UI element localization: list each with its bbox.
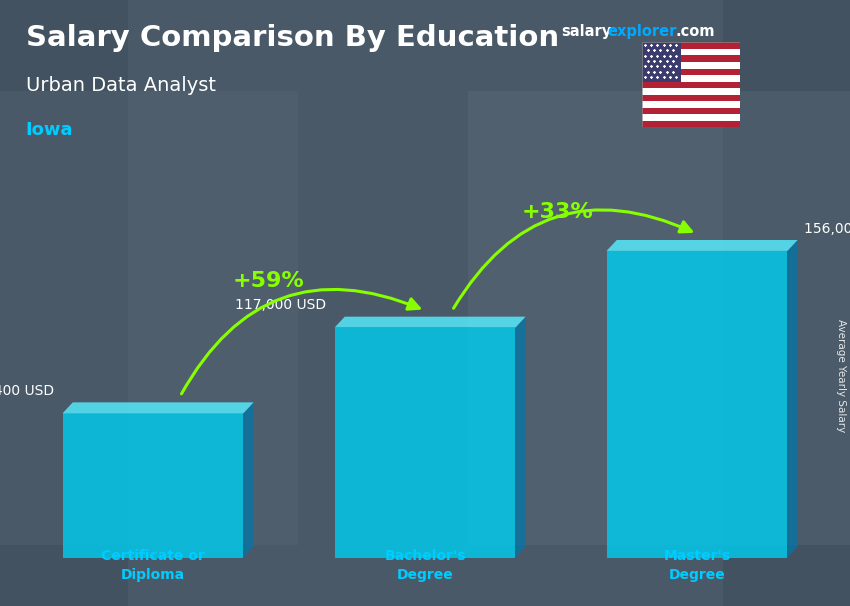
Bar bbox=[642, 101, 740, 108]
Bar bbox=[642, 49, 740, 56]
Polygon shape bbox=[243, 402, 253, 558]
Text: +33%: +33% bbox=[522, 202, 593, 222]
Text: Bachelor's
Degree: Bachelor's Degree bbox=[384, 550, 466, 582]
Text: +59%: +59% bbox=[233, 271, 304, 291]
Text: Master's
Degree: Master's Degree bbox=[664, 550, 730, 582]
Bar bbox=[642, 82, 740, 88]
Text: Iowa: Iowa bbox=[26, 121, 73, 139]
Polygon shape bbox=[787, 240, 797, 558]
Text: 156,000 USD: 156,000 USD bbox=[804, 222, 850, 236]
Text: Urban Data Analyst: Urban Data Analyst bbox=[26, 76, 216, 95]
Polygon shape bbox=[63, 402, 253, 413]
Bar bbox=[607, 251, 787, 558]
Text: 117,000 USD: 117,000 USD bbox=[235, 298, 326, 313]
Text: .com: .com bbox=[676, 24, 715, 39]
Bar bbox=[642, 42, 681, 82]
Polygon shape bbox=[607, 240, 797, 251]
Polygon shape bbox=[515, 317, 525, 558]
Bar bbox=[642, 62, 740, 68]
Polygon shape bbox=[335, 317, 525, 328]
Bar bbox=[642, 108, 740, 114]
Bar bbox=[642, 68, 740, 75]
Bar bbox=[335, 328, 515, 558]
Bar bbox=[642, 42, 740, 49]
Text: Certificate or
Diploma: Certificate or Diploma bbox=[101, 550, 205, 582]
Text: salary: salary bbox=[561, 24, 611, 39]
Bar bbox=[468, 91, 850, 545]
Bar bbox=[642, 56, 740, 62]
Text: 73,400 USD: 73,400 USD bbox=[0, 384, 54, 398]
Bar bbox=[642, 121, 740, 127]
Bar bbox=[642, 114, 740, 121]
Text: Average Yearly Salary: Average Yearly Salary bbox=[836, 319, 846, 432]
Bar bbox=[128, 0, 722, 606]
Bar bbox=[642, 95, 740, 101]
Bar bbox=[642, 88, 740, 95]
Bar bbox=[0, 91, 298, 545]
Text: Salary Comparison By Education: Salary Comparison By Education bbox=[26, 24, 558, 52]
Bar bbox=[642, 75, 740, 82]
Bar bbox=[63, 413, 243, 558]
Text: explorer: explorer bbox=[608, 24, 677, 39]
